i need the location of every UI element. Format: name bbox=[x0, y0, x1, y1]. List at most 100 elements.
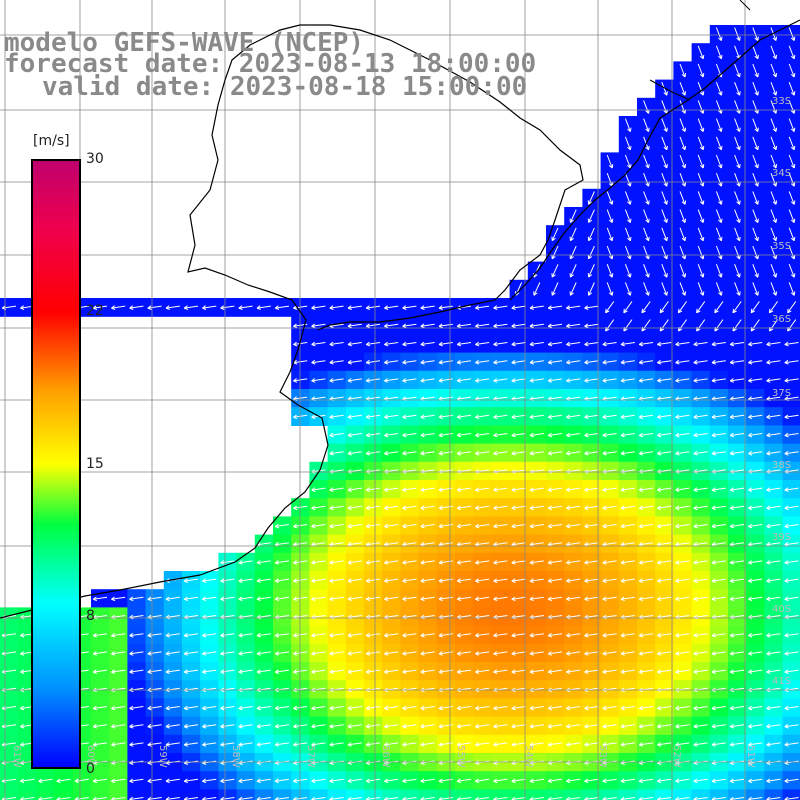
wind-arrow bbox=[569, 282, 577, 296]
wind-arrow bbox=[679, 282, 687, 296]
wind-arrow bbox=[784, 450, 799, 456]
wind-arrow bbox=[566, 705, 581, 711]
wind-arrow bbox=[456, 323, 472, 329]
wind-arrow bbox=[475, 723, 490, 729]
wind-arrow bbox=[638, 414, 654, 420]
wind-arrow bbox=[420, 341, 435, 347]
wind-arrow bbox=[566, 742, 581, 747]
wind-arrow bbox=[511, 487, 526, 492]
wind-arrow bbox=[547, 505, 563, 511]
wind-arrow bbox=[347, 305, 362, 310]
colorbar-tick: 22 bbox=[86, 303, 104, 319]
wind-arrow bbox=[493, 742, 508, 747]
wind-arrow bbox=[641, 301, 651, 314]
wind-arrow bbox=[638, 778, 654, 784]
wind-arrow bbox=[547, 305, 563, 310]
wind-arrow bbox=[256, 596, 271, 602]
wind-arrow bbox=[679, 264, 687, 278]
wind-arrow bbox=[679, 245, 687, 260]
wind-arrow bbox=[511, 705, 526, 711]
wind-arrow bbox=[729, 560, 745, 565]
wind-arrow bbox=[220, 778, 235, 784]
wind-arrow bbox=[365, 596, 381, 602]
wind-arrow bbox=[111, 305, 126, 310]
wind-arrow bbox=[788, 82, 796, 96]
wind-cell bbox=[18, 789, 37, 800]
wind-arrow bbox=[547, 578, 563, 583]
wind-arrow bbox=[92, 742, 108, 747]
wind-arrow bbox=[438, 378, 453, 383]
wind-cell bbox=[145, 789, 165, 800]
wind-arrow bbox=[129, 742, 144, 747]
wind-arrow bbox=[347, 523, 362, 529]
wind-arrow bbox=[766, 432, 781, 438]
wind-arrow bbox=[643, 191, 650, 205]
wind-arrow bbox=[752, 27, 759, 41]
wind-arrow bbox=[365, 723, 381, 729]
wind-arrow bbox=[438, 632, 453, 638]
wind-arrow bbox=[402, 778, 417, 784]
wind-arrow bbox=[475, 596, 490, 602]
wind-arrow bbox=[620, 505, 635, 511]
wind-arrow bbox=[384, 378, 399, 383]
wind-arrow bbox=[734, 118, 741, 132]
wind-arrow bbox=[620, 359, 635, 365]
wind-arrow bbox=[602, 487, 617, 492]
wind-arrow bbox=[74, 778, 89, 784]
wind-arrow bbox=[529, 359, 544, 365]
wind-arrow bbox=[566, 669, 581, 674]
wind-cell bbox=[637, 789, 656, 800]
wind-arrow bbox=[365, 560, 381, 565]
wind-arrow bbox=[475, 359, 490, 365]
wind-arrow bbox=[129, 705, 144, 711]
wind-arrow bbox=[766, 560, 781, 565]
wind-arrow bbox=[438, 505, 453, 511]
wind-arrow bbox=[183, 596, 199, 602]
wind-arrow bbox=[420, 578, 435, 583]
wind-arrow bbox=[748, 596, 763, 602]
wind-arrow bbox=[533, 282, 541, 296]
wind-arrow bbox=[638, 450, 654, 456]
wind-arrow bbox=[620, 487, 635, 492]
wind-arrow bbox=[220, 596, 235, 602]
wind-cell bbox=[418, 789, 438, 800]
wind-arrow bbox=[347, 651, 362, 656]
wind-cell bbox=[673, 789, 693, 800]
wind-arrow bbox=[165, 778, 180, 784]
wind-arrow bbox=[493, 305, 508, 310]
wind-arrow bbox=[784, 359, 799, 365]
wind-arrow bbox=[547, 596, 563, 602]
wind-arrow bbox=[657, 778, 672, 784]
wind-arrow bbox=[766, 778, 781, 784]
wind-arrow bbox=[748, 505, 763, 511]
wind-arrow bbox=[734, 63, 741, 78]
wind-arrow bbox=[420, 632, 435, 638]
wind-arrow bbox=[547, 323, 563, 329]
wind-arrow bbox=[675, 596, 690, 602]
wind-arrow bbox=[92, 669, 108, 674]
wind-arrow bbox=[274, 305, 290, 310]
wind-arrow bbox=[788, 173, 796, 187]
wind-arrow bbox=[347, 505, 362, 511]
wind-arrow bbox=[384, 632, 399, 638]
wind-arrow bbox=[511, 305, 526, 310]
wind-arrow bbox=[748, 578, 763, 583]
wind-arrow bbox=[402, 669, 417, 674]
wind-arrow bbox=[438, 359, 453, 365]
wind-arrow bbox=[624, 209, 632, 223]
wind-arrow bbox=[675, 560, 690, 565]
wind-arrow bbox=[606, 282, 614, 296]
wind-arrow bbox=[729, 651, 745, 656]
wind-arrow bbox=[624, 173, 632, 187]
wind-arrow bbox=[711, 450, 726, 456]
wind-arrow bbox=[661, 154, 668, 169]
wind-cell bbox=[564, 789, 583, 800]
wind-arrow bbox=[475, 378, 490, 383]
wind-cell bbox=[655, 789, 674, 800]
wind-arrow bbox=[456, 705, 472, 711]
wind-arrow bbox=[420, 305, 435, 310]
wind-arrow bbox=[624, 136, 632, 151]
wind-arrow bbox=[620, 723, 635, 729]
wind-arrow bbox=[329, 359, 344, 365]
